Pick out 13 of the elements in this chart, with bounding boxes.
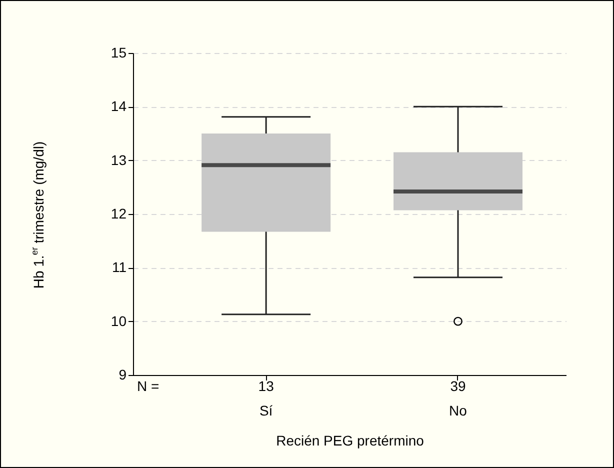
x-tick-label: Sí [259, 402, 273, 418]
y-tick-label: 14 [110, 98, 127, 114]
y-tick-label: 13 [110, 152, 127, 168]
y-tick-label: 9 [118, 366, 127, 382]
y-tick-label: 15 [110, 44, 127, 60]
text: 39 [450, 378, 466, 394]
text: 13 [258, 378, 274, 394]
x-axis-title: Recién PEG pretérmino [276, 432, 424, 448]
y-tick-label: 12 [110, 206, 127, 222]
y-tick-label: 10 [110, 312, 127, 329]
x-tick-label: No [449, 402, 468, 418]
text: N = [137, 378, 160, 394]
y-tick-label: 11 [112, 259, 127, 276]
